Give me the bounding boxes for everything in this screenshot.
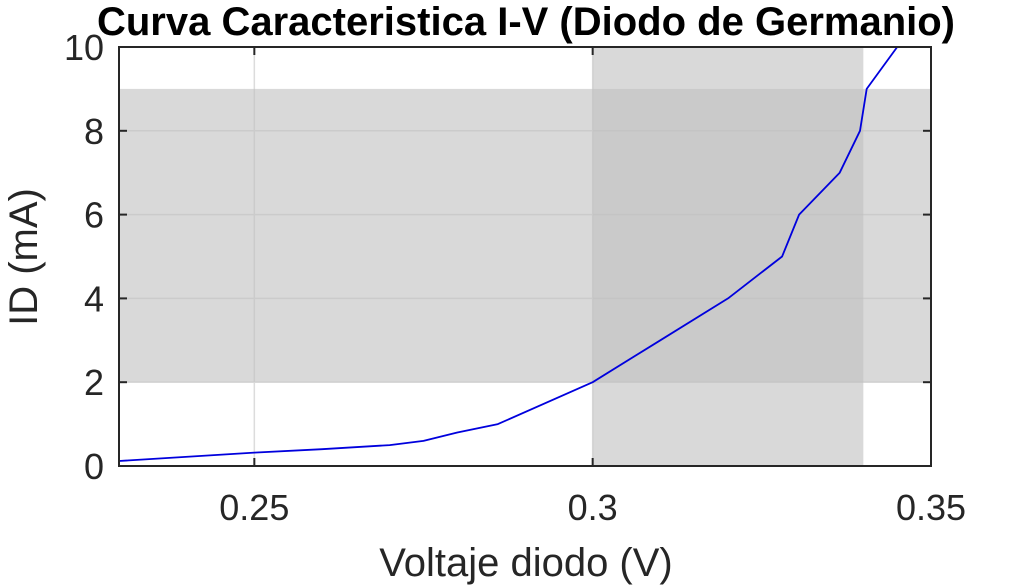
axes-box xyxy=(118,46,932,467)
x-tick-label: 0.3 xyxy=(568,487,618,528)
x-axis-label: Voltaje diodo (V) xyxy=(379,541,673,585)
x-tick-label: 0.35 xyxy=(896,487,966,528)
y-axis-label: ID (mA) xyxy=(2,188,46,326)
y-tick-label: 4 xyxy=(84,278,104,319)
shaded-region-2 xyxy=(592,47,864,466)
series-line-1 xyxy=(118,46,898,462)
plot-area: 0.25 0.3 0.35 0 2 4 6 8 10 xyxy=(64,27,966,528)
y-tick-label: 0 xyxy=(84,446,104,487)
x-tick-label: 0.25 xyxy=(219,487,289,528)
y-tick-label: 2 xyxy=(84,362,104,403)
y-tick-label: 8 xyxy=(84,111,104,152)
y-tick-label: 6 xyxy=(84,195,104,236)
chart-title: Curva Caracteristica I-V (Diodo de Germa… xyxy=(97,0,955,44)
y-tick-label: 10 xyxy=(64,27,104,68)
